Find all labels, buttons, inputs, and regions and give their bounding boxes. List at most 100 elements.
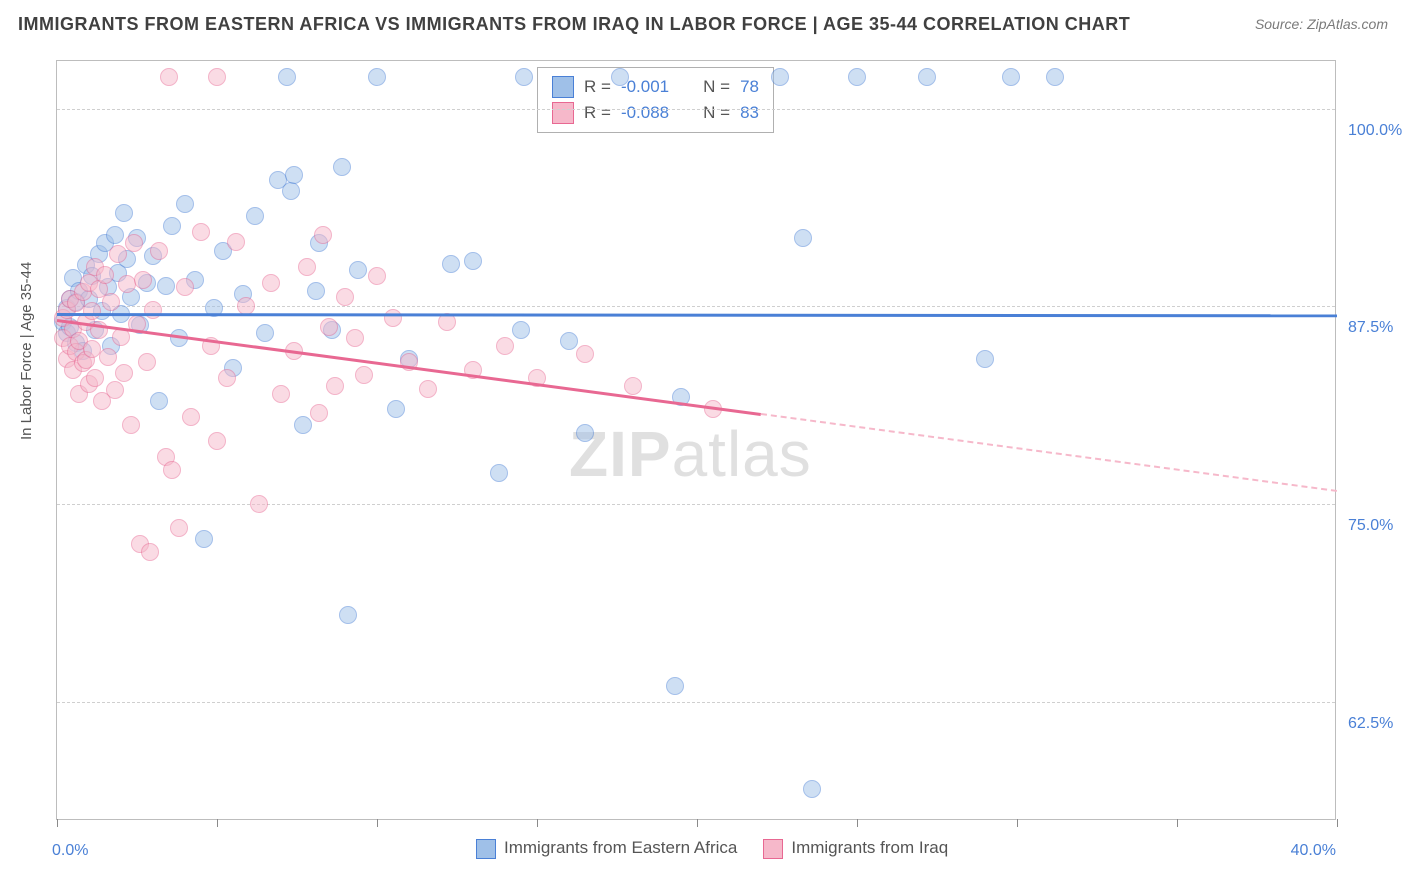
data-point <box>218 369 236 387</box>
data-point <box>387 400 405 418</box>
watermark-thin: atlas <box>672 418 812 490</box>
gridline <box>57 109 1335 110</box>
data-point <box>163 217 181 235</box>
data-point <box>512 321 530 339</box>
data-point <box>320 318 338 336</box>
data-point <box>355 366 373 384</box>
data-point <box>157 277 175 295</box>
data-point <box>490 464 508 482</box>
legend-n-label: N = <box>703 77 730 97</box>
data-point <box>227 233 245 251</box>
data-point <box>442 255 460 273</box>
legend-n-value: 83 <box>740 103 759 123</box>
data-point <box>182 408 200 426</box>
x-tick <box>697 819 698 827</box>
y-tick-label: 87.5% <box>1348 319 1393 337</box>
gridline <box>57 702 1335 703</box>
legend-series-name: Immigrants from Eastern Africa <box>504 838 737 857</box>
legend-swatch <box>552 76 574 98</box>
legend-swatch <box>763 839 783 859</box>
data-point <box>339 606 357 624</box>
x-tick <box>1177 819 1178 827</box>
x-tick <box>57 819 58 827</box>
data-point <box>349 261 367 279</box>
data-point <box>272 385 290 403</box>
trend-line <box>57 313 1337 317</box>
data-point <box>848 68 866 86</box>
data-point <box>307 282 325 300</box>
data-point <box>976 350 994 368</box>
x-tick-label: 40.0% <box>1291 842 1336 860</box>
data-point <box>314 226 332 244</box>
legend-stat-row: R = -0.088N = 83 <box>552 100 759 126</box>
data-point <box>794 229 812 247</box>
data-point <box>176 278 194 296</box>
data-point <box>464 252 482 270</box>
data-point <box>419 380 437 398</box>
data-point <box>125 234 143 252</box>
legend-item: Immigrants from Eastern Africa <box>476 838 737 859</box>
data-point <box>176 195 194 213</box>
data-point <box>803 780 821 798</box>
legend-series-name: Immigrants from Iraq <box>791 838 948 857</box>
data-point <box>771 68 789 86</box>
trend-line <box>761 413 1337 492</box>
data-point <box>515 68 533 86</box>
data-point <box>1046 68 1064 86</box>
y-axis-label: In Labor Force | Age 35-44 <box>18 262 35 440</box>
data-point <box>262 274 280 292</box>
data-point <box>576 345 594 363</box>
y-tick-label: 62.5% <box>1348 715 1393 733</box>
y-tick-label: 100.0% <box>1348 122 1402 140</box>
x-tick <box>217 819 218 827</box>
data-point <box>208 68 226 86</box>
legend-swatch <box>552 102 574 124</box>
data-point <box>195 530 213 548</box>
data-point <box>150 242 168 260</box>
data-point <box>336 288 354 306</box>
legend-series: Immigrants from Eastern Africa Immigrants… <box>476 838 948 859</box>
data-point <box>106 226 124 244</box>
data-point <box>246 207 264 225</box>
data-point <box>298 258 316 276</box>
data-point <box>141 543 159 561</box>
data-point <box>122 416 140 434</box>
data-point <box>208 432 226 450</box>
data-point <box>160 68 178 86</box>
data-point <box>624 377 642 395</box>
data-point <box>1002 68 1020 86</box>
data-point <box>368 267 386 285</box>
plot-area: ZIPatlas R = -0.001N = 78R = -0.088N = 8… <box>56 60 1336 820</box>
source-credit: Source: ZipAtlas.com <box>1255 16 1388 32</box>
data-point <box>115 364 133 382</box>
data-point <box>115 204 133 222</box>
data-point <box>134 271 152 289</box>
legend-r-value: -0.088 <box>621 103 669 123</box>
data-point <box>368 68 386 86</box>
x-tick <box>377 819 378 827</box>
data-point <box>576 424 594 442</box>
x-tick <box>537 819 538 827</box>
data-point <box>86 369 104 387</box>
legend-swatch <box>476 839 496 859</box>
data-point <box>384 309 402 327</box>
data-point <box>106 381 124 399</box>
data-point <box>170 519 188 537</box>
data-point <box>99 348 117 366</box>
data-point <box>560 332 578 350</box>
legend-r-label: R = <box>584 77 611 97</box>
data-point <box>333 158 351 176</box>
data-point <box>96 266 114 284</box>
data-point <box>163 461 181 479</box>
data-point <box>109 245 127 263</box>
legend-item: Immigrants from Iraq <box>763 838 948 859</box>
data-point <box>150 392 168 410</box>
data-point <box>666 677 684 695</box>
data-point <box>611 68 629 86</box>
legend-stats: R = -0.001N = 78R = -0.088N = 83 <box>537 67 774 133</box>
data-point <box>285 166 303 184</box>
watermark: ZIPatlas <box>569 417 812 491</box>
legend-stat-row: R = -0.001N = 78 <box>552 74 759 100</box>
data-point <box>256 324 274 342</box>
y-tick-label: 75.0% <box>1348 517 1393 535</box>
